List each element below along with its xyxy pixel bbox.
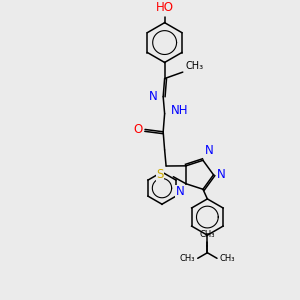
Text: N: N xyxy=(205,144,214,158)
Text: O: O xyxy=(134,123,143,136)
Text: CH₃: CH₃ xyxy=(200,230,215,239)
Text: HO: HO xyxy=(156,2,174,14)
Text: CH₃: CH₃ xyxy=(185,61,203,71)
Text: N: N xyxy=(176,185,184,199)
Text: CH₃: CH₃ xyxy=(180,254,195,263)
Text: N: N xyxy=(149,90,158,103)
Text: S: S xyxy=(156,168,164,182)
Text: N: N xyxy=(216,168,225,181)
Text: CH₃: CH₃ xyxy=(219,254,235,263)
Text: NH: NH xyxy=(171,104,189,117)
